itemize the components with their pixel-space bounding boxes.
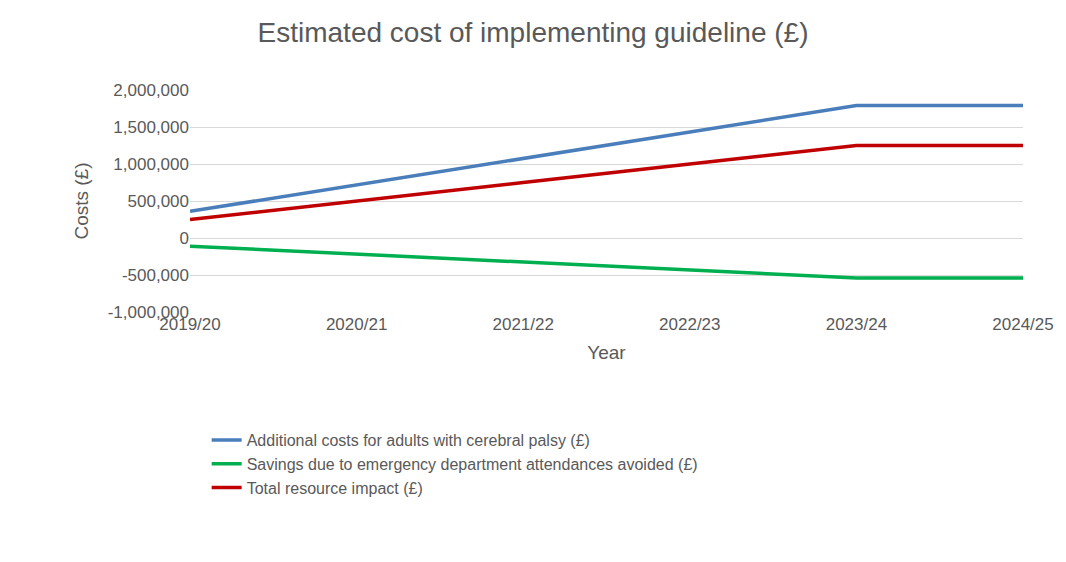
svg-text:2021/22: 2021/22 bbox=[492, 315, 553, 334]
svg-text:-500,000: -500,000 bbox=[122, 266, 189, 285]
svg-text:Additional costs for adults wi: Additional costs for adults with cerebra… bbox=[247, 432, 590, 449]
svg-text:2,000,000: 2,000,000 bbox=[113, 81, 189, 100]
svg-text:Year: Year bbox=[587, 342, 626, 363]
svg-text:Estimated cost of implementing: Estimated cost of implementing guideline… bbox=[258, 17, 809, 48]
svg-text:1,000,000: 1,000,000 bbox=[113, 155, 189, 174]
svg-text:2024/25: 2024/25 bbox=[992, 315, 1053, 334]
svg-text:0: 0 bbox=[180, 229, 189, 248]
svg-text:2022/23: 2022/23 bbox=[659, 315, 720, 334]
svg-text:1,500,000: 1,500,000 bbox=[113, 118, 189, 137]
svg-text:-1,000,000: -1,000,000 bbox=[108, 303, 189, 322]
svg-text:Costs (£): Costs (£) bbox=[71, 162, 92, 239]
svg-text:Total resource impact (£): Total resource impact (£) bbox=[247, 480, 423, 497]
svg-text:2020/21: 2020/21 bbox=[326, 315, 387, 334]
svg-text:2023/24: 2023/24 bbox=[826, 315, 887, 334]
svg-text:Savings due to emergency depar: Savings due to emergency department atte… bbox=[247, 456, 698, 473]
svg-text:500,000: 500,000 bbox=[128, 192, 189, 211]
svg-text:2019/20: 2019/20 bbox=[159, 315, 220, 334]
